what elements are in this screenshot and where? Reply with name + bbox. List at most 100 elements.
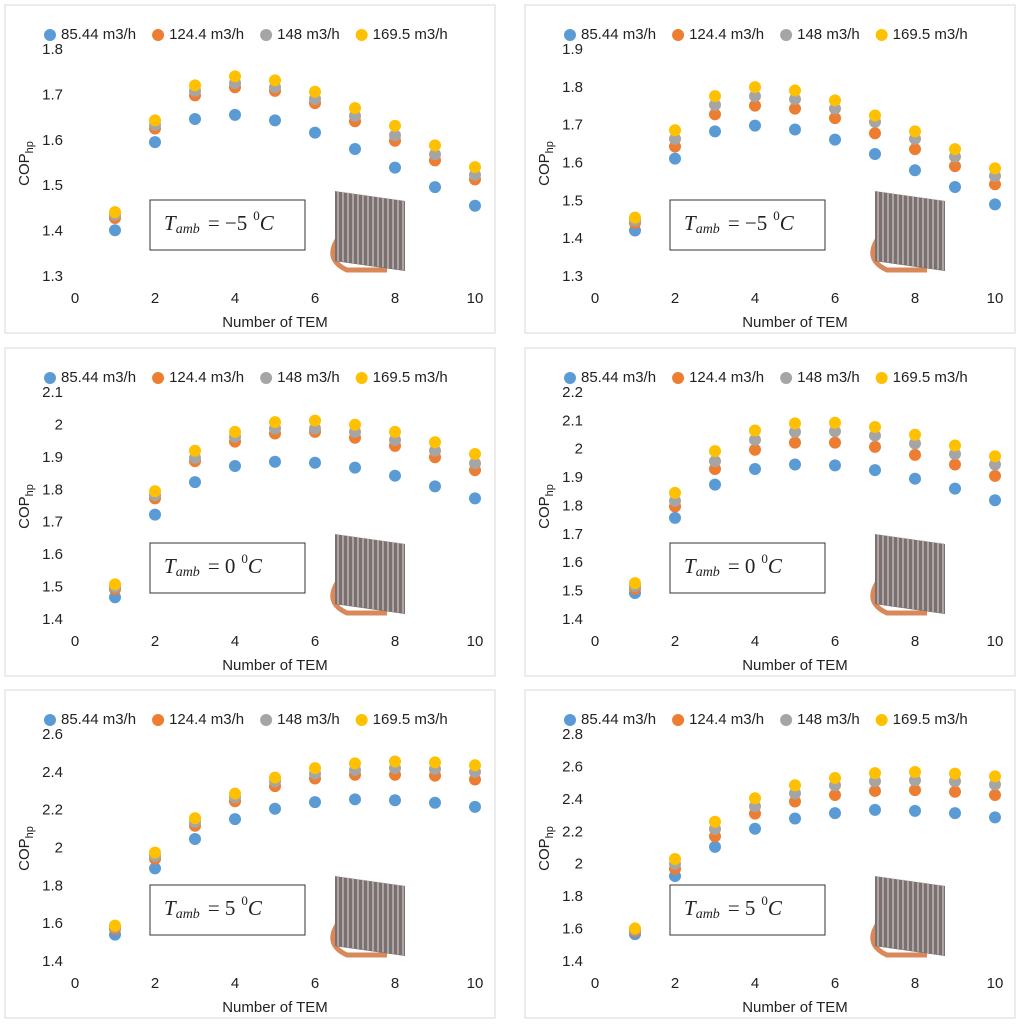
data-point — [869, 127, 881, 139]
y-tick-label: 1.7 — [562, 526, 583, 543]
data-point — [789, 437, 801, 449]
x-axis-label: Number of TEM — [742, 999, 848, 1016]
x-tick-label: 10 — [467, 290, 484, 307]
annotation-unit: C — [248, 896, 263, 920]
data-point — [309, 762, 321, 774]
legend-label: 169.5 m3/h — [373, 711, 448, 728]
x-tick-label: 10 — [467, 633, 484, 650]
x-tick-label: 8 — [391, 290, 399, 307]
y-tick-label: 1.4 — [42, 223, 63, 240]
legend-marker — [152, 29, 164, 41]
annotation-subscript: amb — [176, 222, 200, 237]
y-tick-label: 2.1 — [42, 384, 63, 401]
data-point — [629, 577, 641, 589]
legend-label: 124.4 m3/h — [169, 26, 244, 43]
data-point — [349, 419, 361, 431]
data-point — [469, 200, 481, 212]
legend-label: 169.5 m3/h — [373, 26, 448, 43]
data-point — [869, 767, 881, 779]
data-point — [669, 512, 681, 524]
data-point — [949, 181, 961, 193]
legend-label: 124.4 m3/h — [689, 26, 764, 43]
data-point — [149, 847, 161, 859]
legend-label: 124.4 m3/h — [689, 369, 764, 386]
data-point — [949, 143, 961, 155]
x-tick-label: 2 — [671, 633, 679, 650]
data-point — [989, 494, 1001, 506]
legend-marker — [564, 714, 576, 726]
heatsink-image — [333, 534, 405, 614]
y-tick-label: 1.9 — [562, 469, 583, 486]
y-tick-label: 2.6 — [562, 758, 583, 775]
data-point — [189, 833, 201, 845]
y-tick-label: 1.6 — [42, 132, 63, 149]
y-tick-label: 2.2 — [562, 823, 583, 840]
y-tick-label: 1.7 — [42, 514, 63, 531]
legend-marker — [780, 29, 792, 41]
data-point — [829, 417, 841, 429]
data-point — [709, 479, 721, 491]
x-axis-label: Number of TEM — [742, 657, 848, 674]
data-point — [989, 770, 1001, 782]
panel-border — [5, 5, 495, 333]
panel-border — [525, 5, 1015, 333]
legend-marker — [44, 372, 56, 384]
x-tick-label: 4 — [751, 290, 759, 307]
data-point — [389, 426, 401, 438]
data-point — [709, 816, 721, 828]
annotation-subscript: amb — [176, 565, 200, 580]
fin-block — [875, 191, 945, 271]
data-point — [269, 114, 281, 126]
x-tick-label: 2 — [671, 975, 679, 992]
chart-panel: 1.41.61.822.22.42.60246810Number of TEMC… — [5, 690, 495, 1018]
data-point — [429, 756, 441, 768]
data-point — [669, 853, 681, 865]
legend-marker — [672, 714, 684, 726]
data-point — [269, 456, 281, 468]
data-point — [189, 79, 201, 91]
legend-marker — [44, 29, 56, 41]
legend-marker — [672, 372, 684, 384]
annotation-relation: = −5 — [728, 211, 767, 235]
data-point — [709, 841, 721, 853]
data-point — [149, 114, 161, 126]
chart-panel: 1.41.51.61.71.81.922.12.20246810Number o… — [525, 348, 1015, 676]
data-point — [429, 797, 441, 809]
data-point — [949, 807, 961, 819]
annotation-unit: C — [768, 554, 783, 578]
y-axis-label-main: COP — [16, 496, 33, 529]
y-tick-label: 2 — [55, 839, 63, 856]
data-point — [869, 464, 881, 476]
legend-marker — [564, 29, 576, 41]
data-point — [789, 123, 801, 135]
x-tick-label: 10 — [987, 975, 1004, 992]
legend-label: 148 m3/h — [797, 369, 860, 386]
x-tick-label: 10 — [467, 975, 484, 992]
annotation-relation: = 5 — [208, 896, 236, 920]
data-point — [229, 426, 241, 438]
y-tick-label: 1.6 — [562, 154, 583, 171]
legend-label: 148 m3/h — [277, 26, 340, 43]
data-point — [749, 120, 761, 132]
legend-label: 148 m3/h — [277, 711, 340, 728]
data-point — [829, 459, 841, 471]
data-point — [229, 788, 241, 800]
y-axis-label-subscript: hp — [24, 826, 36, 838]
legend-marker — [356, 372, 368, 384]
heatsink-image — [333, 876, 405, 956]
heatsink-image — [873, 534, 945, 614]
y-tick-label: 1.8 — [562, 497, 583, 514]
data-point — [149, 136, 161, 148]
data-point — [309, 796, 321, 808]
legend-label: 124.4 m3/h — [689, 711, 764, 728]
data-point — [869, 148, 881, 160]
data-point — [909, 766, 921, 778]
x-tick-label: 10 — [987, 290, 1004, 307]
annotation-subscript: amb — [696, 565, 720, 580]
data-point — [149, 509, 161, 521]
data-point — [349, 102, 361, 114]
data-point — [109, 206, 121, 218]
legend-label: 169.5 m3/h — [893, 26, 968, 43]
x-tick-label: 8 — [391, 975, 399, 992]
